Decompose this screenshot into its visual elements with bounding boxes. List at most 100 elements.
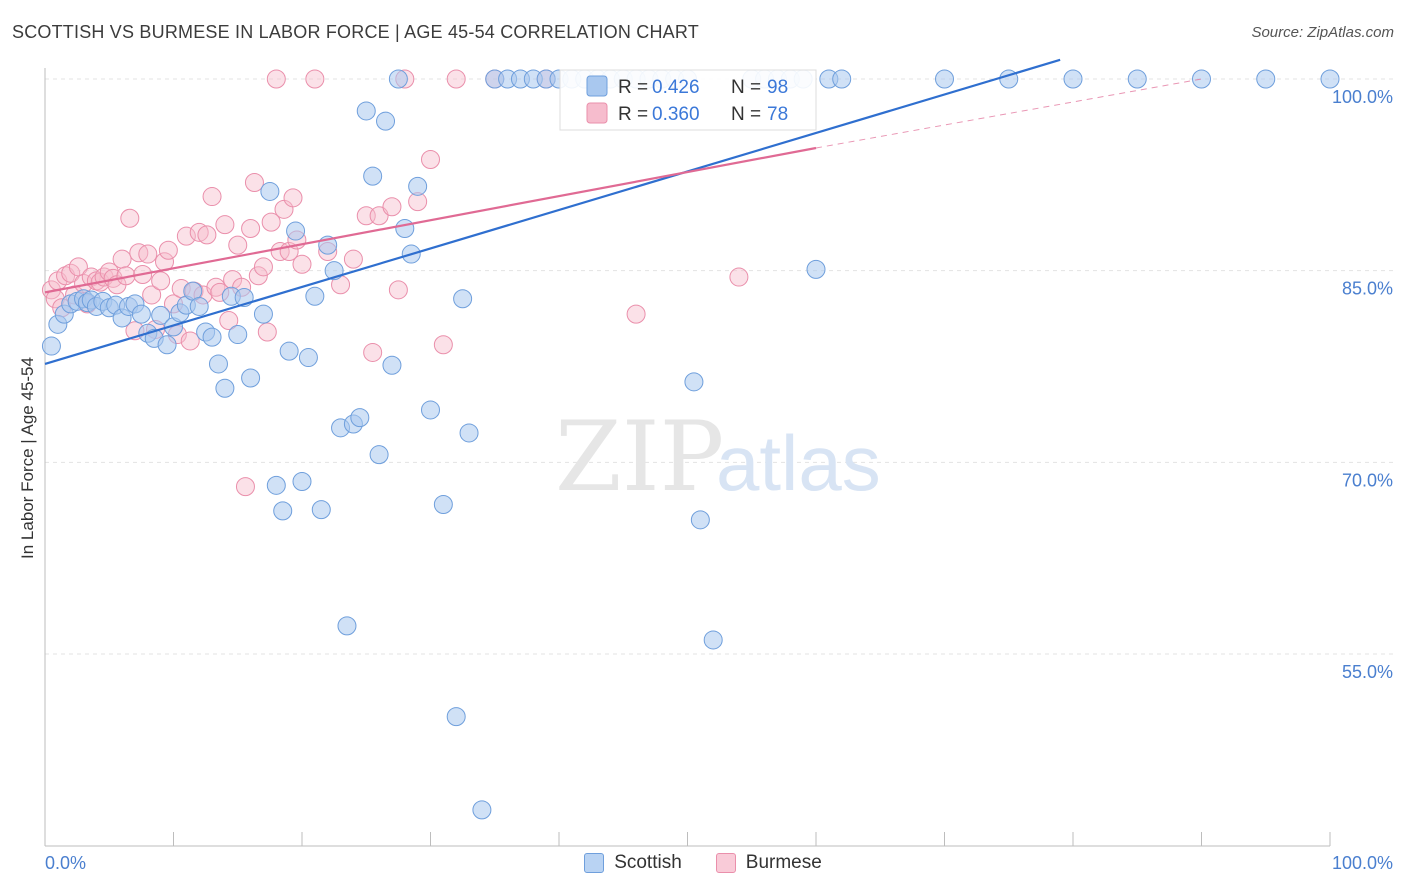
scottish-point-88	[806, 259, 826, 279]
x-tick-label-min: 0.0%	[45, 853, 86, 873]
scottish-point-49	[356, 101, 376, 121]
scottish-point-82	[703, 630, 723, 650]
scottish-point-24	[189, 296, 209, 316]
burmese-trend-line	[44, 146, 817, 294]
scottish-point-38	[286, 221, 306, 241]
legend-item-burmese: Burmese	[715, 852, 822, 874]
burmese-point-60	[305, 69, 325, 89]
burmese-point-76	[626, 304, 646, 324]
burmese-point-44	[228, 235, 248, 255]
burmese-point-46	[235, 477, 255, 497]
scottish-trend-line	[44, 58, 1061, 365]
scottish-point-55	[395, 219, 415, 238]
legend-swatch-burmese-bottom	[715, 853, 736, 873]
burmese-point-73	[446, 69, 466, 89]
scottish-point-93	[1063, 69, 1083, 89]
scottish-point-91	[935, 69, 954, 89]
legend-burmese-n-value: 78	[767, 104, 788, 125]
scottish-point-0	[41, 336, 61, 356]
scottish-point-30	[228, 325, 248, 345]
scottish-point-94	[1127, 69, 1147, 89]
watermark: ZIP atlas	[555, 401, 881, 513]
scottish-point-37	[279, 341, 299, 361]
burmese-point-50	[253, 257, 273, 277]
scottish-point-54	[388, 69, 408, 89]
burmese-point-63	[343, 249, 363, 269]
scottish-point-58	[421, 400, 440, 420]
y-tick-label-0: 100.0%	[1332, 87, 1393, 107]
legend-scottish-r-label: R =	[618, 77, 648, 98]
scottish-point-81	[690, 510, 710, 530]
burmese-point-38	[202, 187, 222, 207]
scottish-point-19	[157, 335, 177, 355]
trend-lines	[44, 58, 1202, 365]
scottish-point-33	[253, 304, 273, 324]
scottish-point-46	[337, 616, 357, 636]
burmese-point-5	[61, 263, 81, 283]
burmese-point-65	[363, 342, 383, 362]
source-label: Source: ZipAtlas.com	[1251, 24, 1394, 41]
legend-swatch-burmese	[586, 102, 608, 124]
legend-burmese-r-label: R =	[618, 104, 648, 125]
scottish-point-36	[273, 501, 293, 521]
burmese-point-41	[215, 215, 235, 235]
scottish-point-42	[311, 500, 331, 520]
scottish-point-90	[832, 69, 852, 89]
scottish-point-62	[459, 423, 479, 443]
y-tick-label-2: 70.0%	[1342, 470, 1393, 490]
burmese-point-35	[189, 222, 209, 242]
watermark-zip: ZIP	[555, 401, 724, 513]
x-axis-ticks	[44, 832, 1331, 846]
scottish-point-97	[1320, 69, 1340, 89]
scottish-point-48	[350, 408, 370, 428]
scottish-point-35	[266, 475, 286, 495]
legend-label-burmese: Burmese	[745, 852, 822, 873]
burmese-point-53	[266, 69, 286, 89]
legend-swatch-scottish-bottom	[584, 853, 605, 873]
burmese-point-59	[292, 254, 312, 274]
scottish-point-39	[292, 472, 312, 491]
burmese-point-28	[158, 240, 178, 260]
legend-burmese-n-label: N =	[731, 104, 761, 125]
scottish-point-15	[131, 304, 151, 324]
legend-item-scottish: Scottish	[584, 852, 682, 874]
burmese-point-32	[176, 226, 196, 246]
burmese-point-47	[241, 219, 261, 238]
stats-legend: R = 0.426 N = 98 R = 0.360 N = 78	[559, 69, 817, 131]
scottish-point-96	[1256, 69, 1276, 89]
scottish-point-40	[298, 348, 318, 368]
burmese-point-72	[433, 335, 453, 355]
scottish-point-32	[241, 368, 261, 388]
scottish-point-50	[363, 166, 383, 186]
burmese-point-51	[257, 322, 277, 342]
scottish-point-57	[408, 176, 428, 196]
scottish-point-52	[376, 111, 396, 131]
scottish-point-61	[453, 289, 473, 309]
scottish-point-63	[472, 800, 492, 820]
y-tick-labels: 100.0% 85.0% 70.0% 55.0%	[1332, 87, 1393, 682]
burmese-point-37	[197, 225, 217, 245]
burmese-point-26	[151, 271, 171, 291]
scottish-point-53	[382, 355, 402, 375]
burmese-point-19	[120, 208, 140, 228]
scottish-point-60	[446, 707, 466, 727]
burmese-point-48	[244, 173, 264, 192]
scottish-point-27	[208, 354, 228, 374]
legend-burmese-r-value: 0.360	[652, 104, 700, 125]
scottish-point-80	[684, 372, 704, 392]
scottish-point-95	[1192, 69, 1211, 89]
burmese-point-57	[283, 188, 303, 208]
burmese-point-67	[382, 197, 402, 217]
scottish-point-59	[433, 495, 453, 514]
watermark-atlas: atlas	[716, 419, 881, 507]
burmese-point-17	[112, 249, 132, 269]
series-legend: Scottish Burmese	[0, 852, 1406, 874]
burmese-point-24	[142, 285, 162, 305]
legend-swatch-scottish	[586, 75, 608, 97]
y-tick-label-1: 85.0%	[1342, 279, 1393, 299]
burmese-point-52	[261, 212, 281, 232]
x-tick-label-max: 100.0%	[1332, 853, 1393, 873]
scottish-point-51	[369, 445, 389, 465]
burmese-point-33	[180, 331, 200, 351]
